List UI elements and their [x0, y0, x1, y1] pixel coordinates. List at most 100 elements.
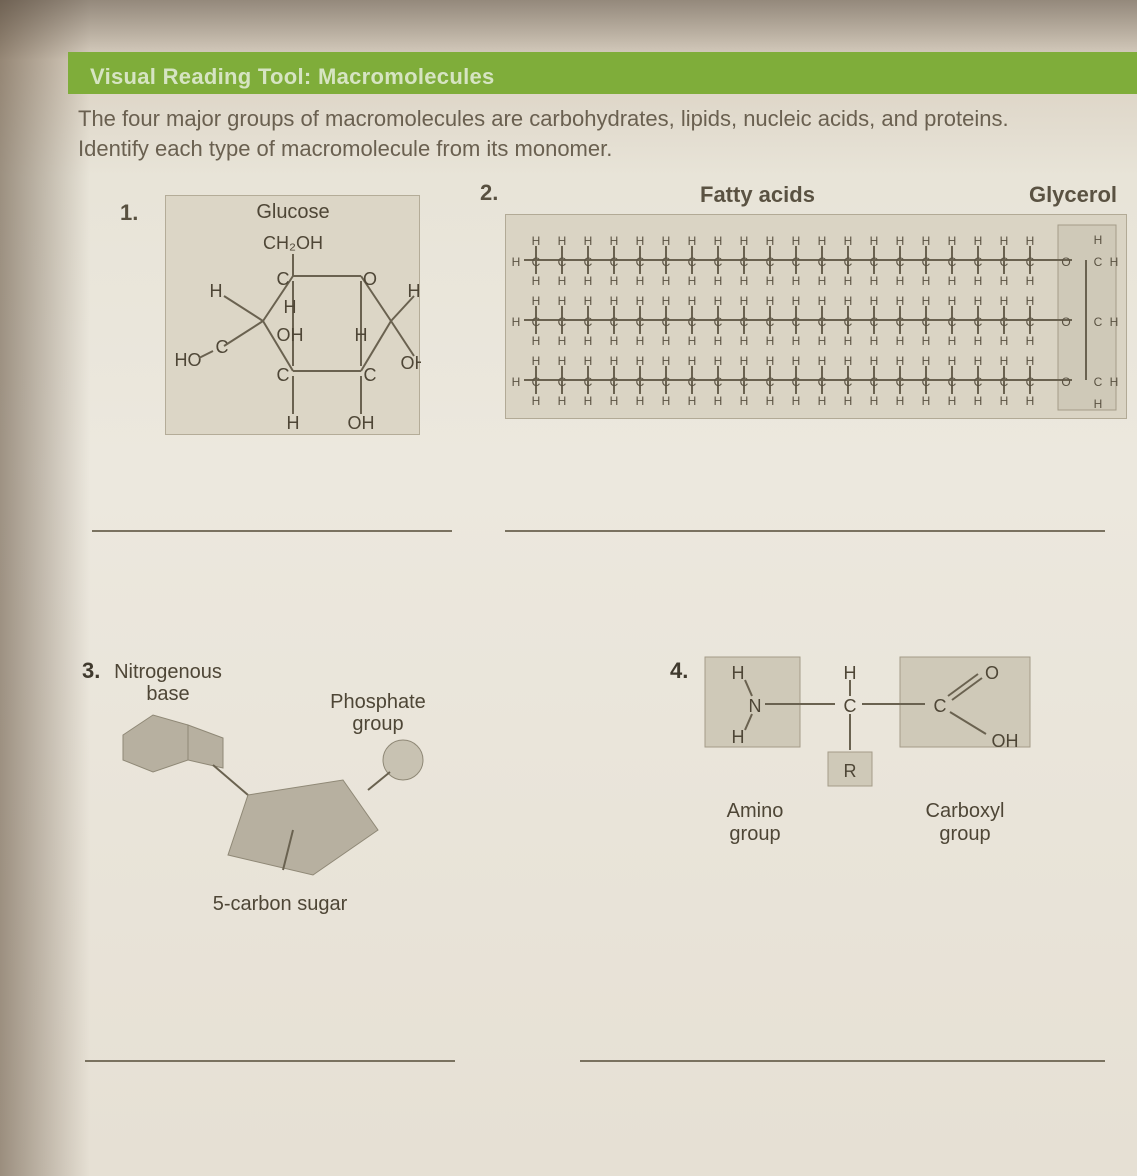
atom-oh: OH — [401, 353, 422, 373]
atom-h: H — [210, 281, 223, 301]
svg-text:C: C — [792, 255, 801, 269]
svg-text:H: H — [662, 234, 671, 248]
bond — [368, 772, 390, 790]
svg-text:H: H — [1000, 234, 1009, 248]
svg-text:C: C — [948, 255, 957, 269]
svg-text:H: H — [818, 294, 827, 308]
svg-text:H: H — [818, 334, 827, 348]
svg-text:H: H — [740, 274, 749, 288]
h-lead: H — [512, 375, 521, 389]
svg-text:H: H — [844, 334, 853, 348]
atom-c: C — [277, 269, 290, 289]
svg-text:C: C — [610, 375, 619, 389]
svg-text:H: H — [896, 234, 905, 248]
sugar-label: 5-carbon sugar — [213, 893, 348, 915]
svg-text:C: C — [818, 375, 827, 389]
bond — [224, 296, 263, 321]
atom-h: H — [284, 297, 297, 317]
svg-text:C: C — [688, 375, 697, 389]
svg-text:H: H — [896, 394, 905, 408]
svg-text:H: H — [740, 354, 749, 368]
svg-text:C: C — [584, 315, 593, 329]
svg-text:H: H — [714, 234, 723, 248]
svg-text:C: C — [948, 315, 957, 329]
svg-text:C: C — [844, 255, 853, 269]
svg-text:H: H — [870, 354, 879, 368]
atom-o: O — [1061, 315, 1070, 329]
answer-line-q2[interactable] — [505, 530, 1105, 532]
svg-text:H: H — [844, 354, 853, 368]
svg-text:H: H — [1026, 354, 1035, 368]
answer-line-q3[interactable] — [85, 1060, 455, 1062]
q1-number: 1. — [120, 200, 138, 226]
svg-text:H: H — [792, 294, 801, 308]
atom-h: H — [1110, 315, 1119, 329]
svg-text:H: H — [714, 294, 723, 308]
atom-h: H — [1094, 233, 1103, 247]
svg-text:H: H — [1000, 394, 1009, 408]
svg-text:H: H — [584, 274, 593, 288]
svg-text:H: H — [974, 234, 983, 248]
answer-line-q4[interactable] — [580, 1060, 1105, 1062]
hexagon-shape — [123, 715, 188, 772]
svg-text:H: H — [948, 334, 957, 348]
svg-text:C: C — [636, 255, 645, 269]
atom-h: H — [1110, 375, 1119, 389]
svg-text:C: C — [922, 315, 931, 329]
svg-text:C: C — [818, 255, 827, 269]
atom-o: O — [363, 269, 377, 289]
svg-text:H: H — [896, 274, 905, 288]
svg-text:H: H — [662, 274, 671, 288]
q3-number: 3. — [82, 658, 100, 684]
svg-text:H: H — [532, 334, 541, 348]
glucose-svg: Glucose CH₂OH C O H OH H C C H C HO H OH — [166, 196, 421, 436]
bond — [391, 321, 414, 356]
atom-oh: OH — [348, 413, 375, 433]
q2-glycerol-label: Glycerol — [1029, 182, 1117, 208]
bond — [213, 765, 248, 795]
svg-text:C: C — [844, 315, 853, 329]
svg-text:H: H — [610, 394, 619, 408]
svg-text:H: H — [974, 354, 983, 368]
svg-text:C: C — [610, 315, 619, 329]
svg-text:H: H — [584, 234, 593, 248]
svg-text:H: H — [1000, 334, 1009, 348]
svg-text:C: C — [870, 255, 879, 269]
svg-text:H: H — [688, 234, 697, 248]
svg-text:H: H — [818, 354, 827, 368]
svg-text:H: H — [870, 274, 879, 288]
svg-text:H: H — [1026, 294, 1035, 308]
svg-text:H: H — [974, 274, 983, 288]
svg-text:H: H — [766, 394, 775, 408]
pentagon-shape — [188, 725, 223, 768]
svg-text:H: H — [636, 334, 645, 348]
svg-text:H: H — [792, 334, 801, 348]
phosphate-label-1: Phosphate — [330, 691, 426, 713]
q2-fatty-acids-label: Fatty acids — [700, 182, 815, 208]
svg-text:C: C — [636, 375, 645, 389]
carboxyl-label-2: group — [939, 823, 990, 845]
q4-diagram-amino-acid: H N H H C R C O OH Amino group Carboxyl … — [700, 652, 1070, 872]
atom-oh: OH — [992, 731, 1019, 751]
svg-text:H: H — [922, 354, 931, 368]
intro-text: The four major groups of macromolecules … — [78, 104, 1117, 163]
q2-number: 2. — [480, 180, 498, 206]
svg-text:H: H — [662, 294, 671, 308]
svg-text:C: C — [688, 315, 697, 329]
svg-text:C: C — [974, 375, 983, 389]
svg-text:C: C — [532, 255, 541, 269]
svg-text:C: C — [922, 255, 931, 269]
phosphate-label-2: group — [352, 713, 403, 735]
answer-line-q1[interactable] — [92, 530, 452, 532]
svg-text:H: H — [870, 394, 879, 408]
svg-text:C: C — [662, 315, 671, 329]
svg-text:H: H — [844, 274, 853, 288]
svg-text:H: H — [896, 294, 905, 308]
svg-text:C: C — [1026, 375, 1035, 389]
svg-text:H: H — [532, 274, 541, 288]
svg-text:H: H — [688, 274, 697, 288]
svg-text:H: H — [922, 394, 931, 408]
svg-text:H: H — [1026, 234, 1035, 248]
svg-text:C: C — [974, 255, 983, 269]
svg-text:C: C — [1026, 255, 1035, 269]
